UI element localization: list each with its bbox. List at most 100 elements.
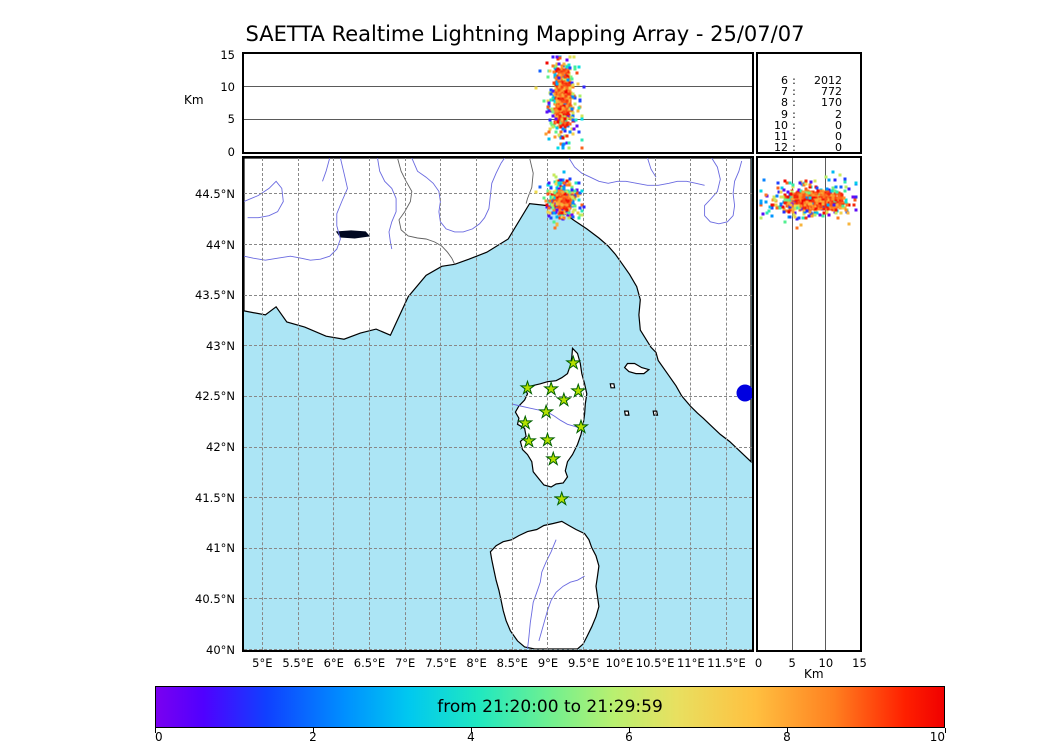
lightning-source-point xyxy=(577,65,581,69)
lightning-source-point xyxy=(560,93,564,97)
lightning-source-point xyxy=(566,68,570,71)
right-panel-gridline xyxy=(825,158,827,650)
height-vs-longitude-panel[interactable] xyxy=(242,52,754,154)
lightning-source-point xyxy=(560,75,564,79)
lake-shape xyxy=(335,230,371,239)
lightning-source-point xyxy=(558,211,562,215)
lightning-source-point xyxy=(775,194,779,198)
lightning-source-point xyxy=(562,68,566,72)
lightning-source-point xyxy=(553,196,557,200)
island-coastline xyxy=(623,410,630,416)
lightning-source-point xyxy=(555,69,559,73)
map-longitude-tick: 8°E xyxy=(466,656,487,670)
lightning-source-point xyxy=(563,125,567,129)
lightning-source-point xyxy=(567,107,571,111)
lma-station-marker[interactable]: ★ xyxy=(556,390,572,411)
lightning-source-point xyxy=(547,214,551,218)
lma-station-marker[interactable]: ★ xyxy=(573,417,589,438)
lightning-source-point xyxy=(782,207,785,211)
lightning-source-point xyxy=(833,190,837,194)
lma-station-marker[interactable]: ★ xyxy=(554,489,570,510)
colorbar-tick-label: 8 xyxy=(783,730,791,744)
lightning-source-point xyxy=(555,82,559,85)
lightning-source-point xyxy=(761,212,764,216)
lightning-source-point xyxy=(804,179,808,183)
lightning-source-point xyxy=(847,222,851,226)
latitude-vs-height-panel[interactable] xyxy=(756,156,862,652)
lightning-source-point xyxy=(838,206,842,210)
lightning-source-point xyxy=(772,195,776,199)
lightning-source-point xyxy=(808,183,812,187)
lightning-source-point xyxy=(555,92,559,96)
map-longitude-tick: 9°E xyxy=(537,656,559,670)
lightning-source-point xyxy=(797,188,801,191)
lightning-source-point xyxy=(570,116,574,120)
right-panel-x-tick: 15 xyxy=(852,656,867,670)
lightning-source-point xyxy=(556,195,560,199)
station-count-value: 0 xyxy=(835,141,842,154)
lightning-source-point xyxy=(557,205,560,209)
lightning-source-point xyxy=(576,194,580,198)
lightning-source-point xyxy=(573,208,577,212)
lightning-source-point xyxy=(555,55,559,59)
map-longitude-gridline xyxy=(368,158,370,650)
river-line xyxy=(538,575,585,642)
lightning-source-point xyxy=(844,185,848,189)
lightning-source-point xyxy=(759,189,763,193)
lightning-source-point xyxy=(580,203,584,207)
station-count-key: 12 xyxy=(774,141,788,154)
lightning-source-point xyxy=(562,110,566,114)
lightning-source-point xyxy=(572,127,576,131)
lightning-source-point xyxy=(557,111,561,115)
lightning-source-point xyxy=(582,85,586,89)
lightning-source-point xyxy=(562,64,566,68)
station-count-value: 2012 xyxy=(814,74,842,87)
lma-station-marker[interactable]: ★ xyxy=(539,430,556,450)
lightning-source-point xyxy=(568,122,572,126)
colorbar-time-label: from 21:20:00 to 21:29:59 xyxy=(437,697,663,717)
lightning-source-point xyxy=(562,83,566,87)
lightning-source-point xyxy=(560,85,564,89)
lightning-source-point xyxy=(549,98,553,102)
station-count-separator: : xyxy=(792,107,796,121)
lma-station-marker[interactable]: ★ xyxy=(519,378,536,399)
lma-station-marker[interactable]: ★ xyxy=(517,413,533,434)
lightning-source-point xyxy=(566,94,570,98)
lightning-source-point xyxy=(561,143,565,147)
lightning-source-point xyxy=(577,130,580,134)
lightning-source-point xyxy=(548,108,552,112)
map-longitude-tick: 11.5°E xyxy=(707,656,746,670)
blue-location-marker[interactable] xyxy=(736,384,752,402)
lma-station-marker[interactable]: ★ xyxy=(538,402,554,423)
lightning-source-point xyxy=(843,189,847,193)
lightning-source-point xyxy=(548,118,552,122)
lightning-source-point xyxy=(572,55,576,59)
lma-station-marker[interactable]: ★ xyxy=(570,381,586,402)
lma-station-marker[interactable]: ★ xyxy=(543,379,559,400)
lightning-source-point xyxy=(564,94,568,98)
lightning-source-point xyxy=(555,80,559,84)
time-colorbar[interactable]: from 21:20:00 to 21:29:59 xyxy=(155,686,945,728)
lma-station-marker[interactable]: ★ xyxy=(545,449,561,470)
lightning-source-point xyxy=(571,111,575,115)
lightning-source-point xyxy=(567,63,571,67)
lightning-source-point xyxy=(785,181,789,185)
station-count-row: 6:2012 xyxy=(768,74,842,87)
lightning-source-point xyxy=(783,179,787,183)
lightning-source-point xyxy=(770,203,774,207)
lightning-source-point xyxy=(556,146,560,150)
map-latitude-tick: 43°N xyxy=(206,338,235,353)
lma-station-marker[interactable]: ★ xyxy=(565,353,581,373)
lightning-map-panel[interactable]: ★ ★ ★ ★ ★ ★ ★ ★ ★ ★ ★ ★ xyxy=(242,156,754,652)
lightning-source-point xyxy=(567,211,571,215)
lightning-source-point xyxy=(831,170,835,173)
lightning-source-point xyxy=(818,197,822,201)
lightning-source-point xyxy=(557,76,561,80)
lightning-source-point xyxy=(551,195,554,199)
map-latitude-tick: 43.5°N xyxy=(195,288,235,303)
map-longitude-tick: 7.5°E xyxy=(425,656,457,670)
lightning-source-point xyxy=(555,126,559,130)
lightning-source-point xyxy=(854,208,858,212)
lightning-source-point xyxy=(836,216,840,220)
lma-station-marker[interactable]: ★ xyxy=(521,431,537,451)
